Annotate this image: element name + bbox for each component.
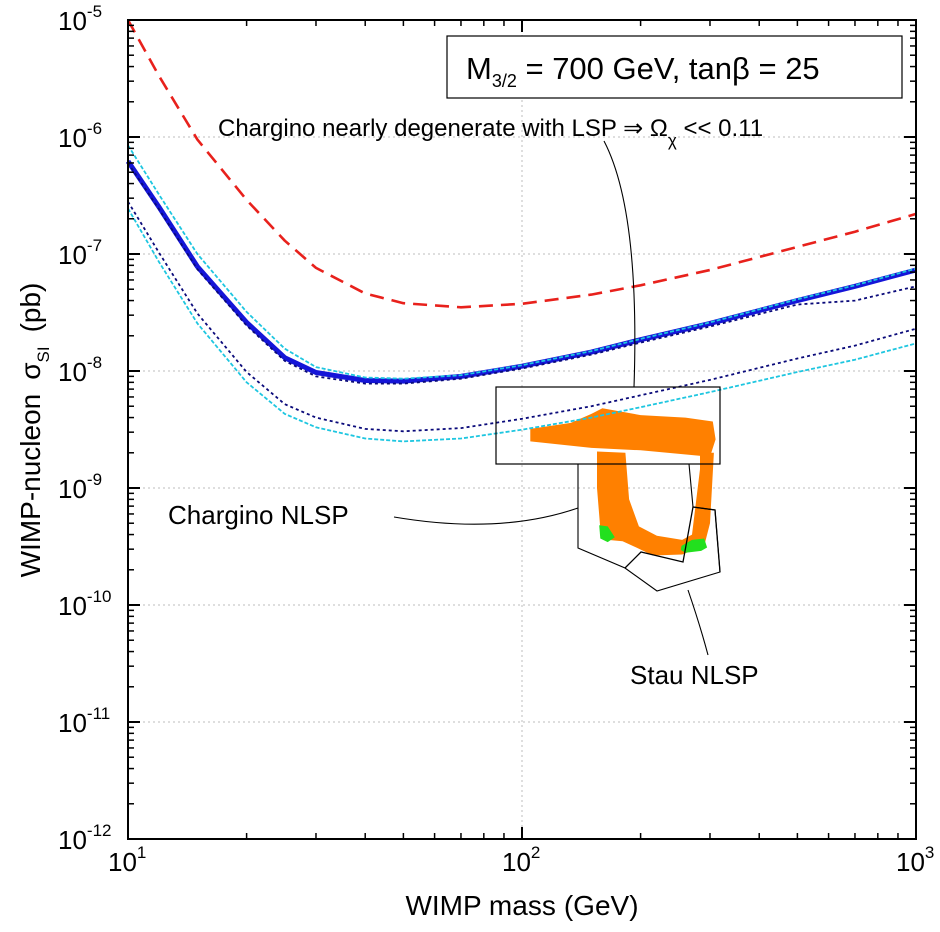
params-box: [446, 35, 903, 99]
y-tick-exponent: -12: [87, 821, 112, 840]
y-axis-symbol: σ: [15, 362, 46, 379]
callouts: M3/2 = 700 GeV, tanβ = 25 Chargino nearly…: [168, 35, 903, 690]
leader-degenerate: [603, 140, 636, 388]
x-tick-label: 103: [896, 843, 934, 877]
annotation-degenerate-main: Chargino nearly degenerate with LSP ⇒ Ω: [218, 115, 668, 142]
y-tick-label: 10-11: [58, 704, 110, 738]
region-chargino-degenerate-band: [530, 408, 716, 457]
y-tick-exponent: -9: [87, 470, 102, 489]
y-tick-base: 10: [58, 123, 87, 153]
series-line-4: [127, 201, 917, 433]
x-tick-exponent: 1: [137, 843, 146, 862]
y-tick-exponent: -10: [87, 587, 112, 606]
x-tick-exponent: 3: [925, 843, 934, 862]
y-tick-base: 10: [58, 591, 87, 621]
y-tick-base: 10: [58, 708, 87, 738]
y-tick-label: 10-7: [58, 236, 102, 270]
x-tick-exponent: 2: [531, 843, 540, 862]
y-tick-exponent: -8: [87, 353, 102, 372]
annotation-chargino-nlsp: Chargino NLSP: [168, 500, 349, 530]
series-line-5: [127, 162, 917, 385]
x-tick-label: 102: [502, 843, 540, 877]
y-axis-unit: (pb): [15, 283, 46, 333]
x-tick-label: 101: [108, 843, 146, 877]
annotation-stau-nlsp-text: Stau NLSP: [630, 660, 759, 690]
series-line-3: [127, 208, 917, 443]
x-axis-title-text: WIMP mass: [405, 890, 555, 921]
x-axis-title: WIMP mass (GeV): [405, 890, 638, 921]
y-tick-exponent: -11: [87, 704, 110, 723]
params-m-subscript: 3/2: [492, 71, 517, 91]
y-tick-label: 10-6: [58, 119, 102, 153]
y-tick-label: 10-9: [58, 470, 102, 504]
x-tick-base: 10: [896, 847, 925, 877]
series-line-1: [125, 159, 917, 384]
y-axis-title: WIMP-nucleon σSI (pb): [15, 283, 53, 578]
region-green-right: [680, 538, 708, 553]
y-tick-base: 10: [58, 240, 87, 270]
x-axis-title-unit: (GeV): [564, 890, 639, 921]
y-tick-base: 10: [58, 6, 87, 36]
leader-chargino-nlsp: [393, 507, 579, 525]
annotation-stau-nlsp: Stau NLSP: [630, 660, 759, 690]
gridlines: [128, 20, 916, 839]
annotation-degenerate-tail: << 0.11: [677, 115, 763, 142]
y-tick-label: 10-5: [58, 2, 102, 36]
y-tick-exponent: -7: [87, 236, 102, 255]
y-axis-title-text: WIMP-nucleon: [15, 394, 46, 578]
y-tick-label: 10-12: [58, 821, 112, 855]
params-value-text: = 700 GeV, tanβ = 25: [517, 51, 820, 86]
y-tick-base: 10: [58, 474, 87, 504]
params-text: M3/2 = 700 GeV, tanβ = 25: [466, 51, 820, 91]
region-nlsp-u-band: [597, 451, 714, 556]
curves: [125, 19, 917, 443]
series-line-0: [126, 19, 917, 309]
y-tick-exponent: -5: [87, 2, 102, 21]
annotation-chargino-nlsp-text: Chargino NLSP: [168, 500, 349, 530]
leader-stau-nlsp: [687, 589, 709, 656]
series-line-2: [127, 144, 917, 380]
y-tick-exponent: -6: [87, 119, 102, 138]
x-tick-base: 10: [502, 847, 531, 877]
params-m-symbol: M: [466, 51, 492, 86]
y-tick-base: 10: [58, 357, 87, 387]
y-tick-label: 10-10: [58, 587, 112, 621]
y-tick-base: 10: [58, 825, 87, 855]
stau-nlsp-outline: [624, 506, 721, 573]
y-axis-symbol-sub: SI: [34, 346, 53, 362]
x-tick-base: 10: [108, 847, 137, 877]
region-green-left: [599, 525, 615, 543]
annotation-degenerate-sub: χ: [668, 131, 677, 150]
axis-ticks: [127, 19, 917, 840]
annotation-degenerate: Chargino nearly degenerate with LSP ⇒ Ωχ…: [218, 115, 763, 150]
y-tick-label: 10-8: [58, 353, 102, 387]
